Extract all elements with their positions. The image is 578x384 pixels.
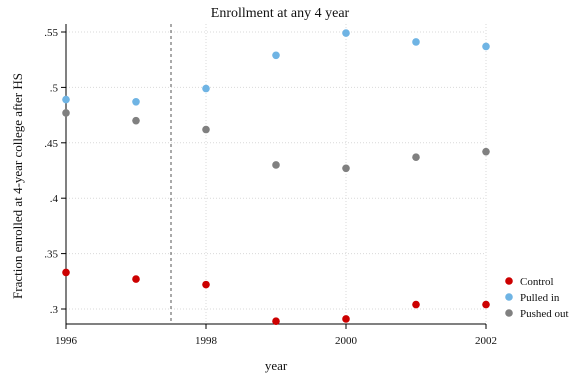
x-axis-label: year [265,358,288,373]
legend-marker-pushed-out [505,309,513,317]
legend-label-control: Control [520,276,554,288]
y-tick-label: .4 [50,193,59,205]
y-tick-label: .5 [50,82,59,94]
control-point [202,280,210,289]
x-tick-label: 2002 [475,335,497,347]
pulled-in-point [272,51,280,60]
gridlines [65,24,487,324]
data-points [62,29,490,325]
pulled-in-point [412,38,420,46]
y-tick-label: .35 [44,249,58,261]
pushed-out-point [272,161,280,169]
x-tick-label: 1998 [195,335,218,347]
pushed-out-point [482,147,490,156]
legend: Control Pulled in Pushed out [505,276,569,320]
legend-label-pushed-out: Pushed out [520,308,569,320]
y-tick-label: .45 [44,138,58,150]
axes: .3 .35 .4 .45 .5 .55 1996 1998 2000 2002 [44,24,497,347]
control-point [62,268,70,277]
y-tick-label: .55 [44,27,58,39]
pushed-out-point [62,109,70,117]
control-point [342,315,350,323]
pulled-in-point [132,98,140,106]
control-point [412,300,420,309]
pulled-in-point [202,84,210,93]
y-axis-label: Fraction enrolled at 4-year college afte… [10,73,25,299]
pushed-out-point [412,153,420,162]
control-point [482,300,490,309]
pulled-in-point [482,42,490,51]
control-point [272,317,280,325]
pushed-out-point [132,116,140,125]
x-tick-label: 1996 [55,335,78,347]
pulled-in-point [62,95,70,104]
legend-marker-pulled-in [505,293,513,301]
chart-title: Enrollment at any 4 year [211,6,350,21]
legend-label-pulled-in: Pulled in [520,292,560,304]
pushed-out-point [202,125,210,134]
control-point [132,275,140,283]
pushed-out-point [342,164,350,173]
x-tick-label: 2000 [335,335,358,347]
y-tick-label: .3 [50,304,59,316]
legend-marker-control [505,277,513,285]
pulled-in-point [342,29,350,37]
